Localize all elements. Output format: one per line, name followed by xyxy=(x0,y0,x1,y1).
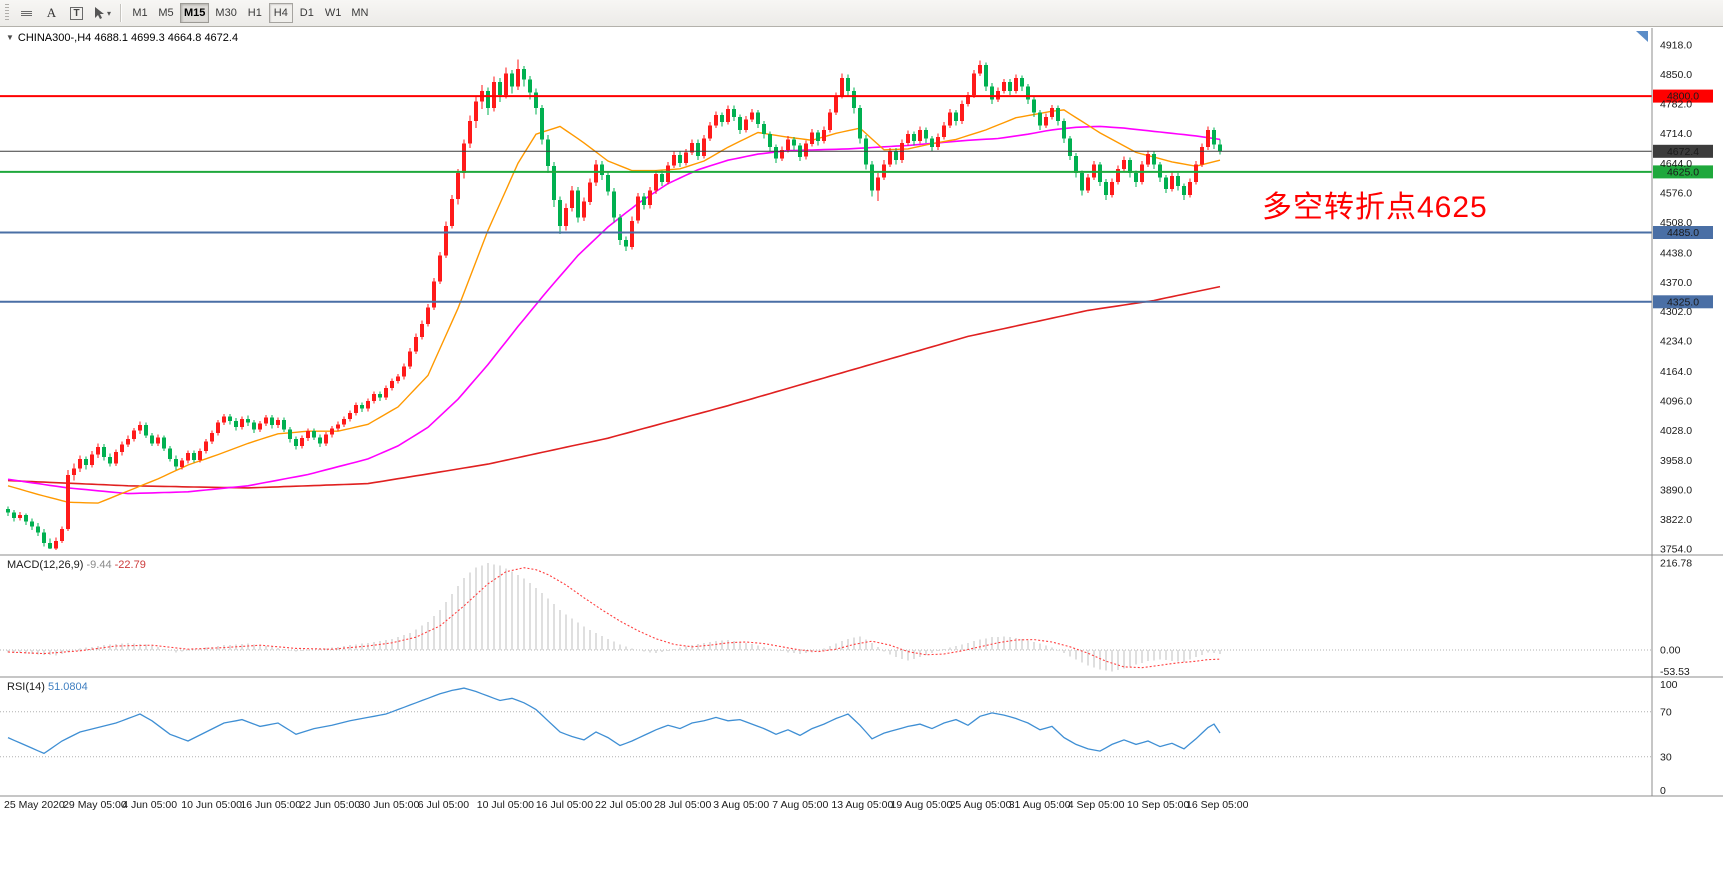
chart-text-annotation[interactable]: 多空转折点4625 xyxy=(1262,191,1488,224)
price-level-tag-4325.0: 4325.0 xyxy=(1653,295,1713,309)
symbol-ohlc-text: CHINA300-,H4 4688.1 4699.3 4664.8 4672.4 xyxy=(17,32,239,44)
rsi-line xyxy=(7,687,1221,755)
chart-list-icon[interactable] xyxy=(15,3,38,24)
svg-text:4782.0: 4782.0 xyxy=(1660,98,1692,110)
chart-canvas[interactable]: 4800.0 4625.0 4485.0 4325.0 4672.4 4918.0 4850… xyxy=(0,28,1723,891)
toolbar-grip[interactable] xyxy=(5,4,9,22)
svg-text:4325.0: 4325.0 xyxy=(1667,296,1699,308)
timeframe-button-m1[interactable]: M1 xyxy=(128,3,152,23)
ma-fast-line xyxy=(7,109,1221,504)
svg-text:4096.0: 4096.0 xyxy=(1660,395,1692,407)
svg-text:4438.0: 4438.0 xyxy=(1660,247,1692,259)
svg-text:19 Aug 05:00: 19 Aug 05:00 xyxy=(891,799,953,811)
svg-text:10 Jul 05:00: 10 Jul 05:00 xyxy=(477,799,534,811)
timeframe-button-m5[interactable]: M5 xyxy=(154,3,178,23)
timeframe-button-m30[interactable]: M30 xyxy=(211,3,240,23)
svg-text:3754.0: 3754.0 xyxy=(1660,544,1692,556)
svg-text:16 Sep 05:00: 16 Sep 05:00 xyxy=(1186,799,1249,811)
svg-text:-53.53: -53.53 xyxy=(1660,666,1690,678)
svg-text:4508.0: 4508.0 xyxy=(1660,217,1692,229)
macd-name: MACD(12,26,9) xyxy=(7,559,84,571)
timeframe-button-mn[interactable]: MN xyxy=(347,3,372,23)
svg-text:70: 70 xyxy=(1660,706,1672,718)
timeframe-button-h4[interactable]: H4 xyxy=(268,3,293,23)
svg-text:4 Jun 05:00: 4 Jun 05:00 xyxy=(122,799,177,811)
rsi-indicator-label: RSI(14) 51.0804 xyxy=(7,681,88,693)
svg-text:0: 0 xyxy=(1660,785,1666,797)
svg-text:28 Jul 05:00: 28 Jul 05:00 xyxy=(654,799,711,811)
svg-text:22 Jul 05:00: 22 Jul 05:00 xyxy=(595,799,652,811)
macd-histogram xyxy=(7,563,1221,672)
timeframe-button-h1[interactable]: H1 xyxy=(243,3,267,23)
ma-mid-line xyxy=(7,125,1221,495)
svg-text:3890.0: 3890.0 xyxy=(1660,485,1692,497)
ma-slow-line xyxy=(7,285,1221,489)
svg-text:4918.0: 4918.0 xyxy=(1660,40,1692,52)
cursor-tool-icon[interactable]: ▾ xyxy=(90,3,114,24)
macd-axis-labels: 216.78 0.00 -53.53 xyxy=(1660,558,1692,679)
svg-text:4234.0: 4234.0 xyxy=(1660,336,1692,348)
svg-text:6 Jul 05:00: 6 Jul 05:00 xyxy=(418,799,470,811)
dropdown-arrow-icon: ▾ xyxy=(107,8,112,18)
candlestick-series xyxy=(6,59,1222,550)
svg-text:29 May 05:00: 29 May 05:00 xyxy=(63,799,127,811)
svg-text:4625.0: 4625.0 xyxy=(1667,166,1699,178)
svg-text:4800.0: 4800.0 xyxy=(1667,91,1699,103)
svg-text:4302.0: 4302.0 xyxy=(1660,306,1692,318)
svg-text:216.78: 216.78 xyxy=(1660,558,1692,570)
svg-text:4850.0: 4850.0 xyxy=(1660,69,1692,81)
svg-text:30 Jun 05:00: 30 Jun 05:00 xyxy=(359,799,420,811)
symbol-ohlc-label: ▼ CHINA300-,H4 4688.1 4699.3 4664.8 4672.… xyxy=(6,32,238,44)
rsi-value: 51.0804 xyxy=(47,681,88,693)
toolbar: A T ▾ M1 M5 M15 M30 H1 H4 D1 W1 MN xyxy=(0,0,1723,27)
svg-text:4028.0: 4028.0 xyxy=(1660,425,1692,437)
svg-text:4 Sep 05:00: 4 Sep 05:00 xyxy=(1068,799,1125,811)
svg-text:0.00: 0.00 xyxy=(1660,645,1681,657)
svg-text:4672.4: 4672.4 xyxy=(1667,146,1699,158)
svg-text:22 Jun 05:00: 22 Jun 05:00 xyxy=(300,799,361,811)
svg-text:4164.0: 4164.0 xyxy=(1660,366,1692,378)
svg-text:16 Jun 05:00: 16 Jun 05:00 xyxy=(240,799,301,811)
svg-text:31 Aug 05:00: 31 Aug 05:00 xyxy=(1009,799,1071,811)
svg-text:3 Aug 05:00: 3 Aug 05:00 xyxy=(713,799,769,811)
price-level-tag-4485.0: 4485.0 xyxy=(1653,226,1713,239)
chart-shift-marker-icon[interactable] xyxy=(1636,31,1648,42)
macd-signal-value: -22.79 xyxy=(114,559,146,571)
svg-text:30: 30 xyxy=(1660,751,1672,763)
chart-region: 4800.0 4625.0 4485.0 4325.0 4672.4 4918.0 4850… xyxy=(0,28,1723,891)
macd-signal-line xyxy=(7,567,1221,669)
svg-text:3958.0: 3958.0 xyxy=(1660,455,1692,467)
timeframe-button-m15[interactable]: M15 xyxy=(180,3,210,23)
svg-text:13 Aug 05:00: 13 Aug 05:00 xyxy=(831,799,893,811)
svg-text:7 Aug 05:00: 7 Aug 05:00 xyxy=(772,799,828,811)
text-label-icon[interactable]: T xyxy=(65,3,88,24)
svg-text:4576.0: 4576.0 xyxy=(1660,188,1692,200)
svg-text:4644.0: 4644.0 xyxy=(1660,158,1692,170)
svg-text:4370.0: 4370.0 xyxy=(1660,277,1692,289)
svg-text:10 Sep 05:00: 10 Sep 05:00 xyxy=(1127,799,1190,811)
rsi-name: RSI(14) xyxy=(7,681,45,693)
svg-text:4714.0: 4714.0 xyxy=(1660,128,1692,140)
svg-text:10 Jun 05:00: 10 Jun 05:00 xyxy=(181,799,242,811)
price-level-tag-4800.0: 4800.0 xyxy=(1653,89,1713,103)
svg-text:4485.0: 4485.0 xyxy=(1667,227,1699,239)
price-axis-labels: 4918.0 4850.0 4782.0 4714.0 4644.0 4576.0 4508… xyxy=(1660,40,1692,556)
macd-indicator-label: MACD(12,26,9) -9.44 -22.79 xyxy=(7,559,146,571)
svg-text:3822.0: 3822.0 xyxy=(1660,514,1692,526)
price-level-tag-4625.0: 4625.0 xyxy=(1653,165,1713,179)
svg-text:100: 100 xyxy=(1660,679,1678,691)
current-price-tag: 4672.4 xyxy=(1653,144,1713,158)
macd-main-value: -9.44 xyxy=(86,559,112,571)
symbol-dropdown-caret-icon[interactable]: ▼ xyxy=(6,33,14,42)
annotate-text-icon[interactable]: A xyxy=(40,3,63,24)
svg-text:25 May 2020: 25 May 2020 xyxy=(4,799,65,811)
timeframe-button-w1[interactable]: W1 xyxy=(321,3,346,23)
svg-text:25 Aug 05:00: 25 Aug 05:00 xyxy=(950,799,1012,811)
timeframe-button-d1[interactable]: D1 xyxy=(295,3,319,23)
rsi-axis-labels: 100 70 30 0 xyxy=(1660,679,1678,797)
toolbar-separator xyxy=(120,4,123,22)
svg-text:16 Jul 05:00: 16 Jul 05:00 xyxy=(536,799,593,811)
